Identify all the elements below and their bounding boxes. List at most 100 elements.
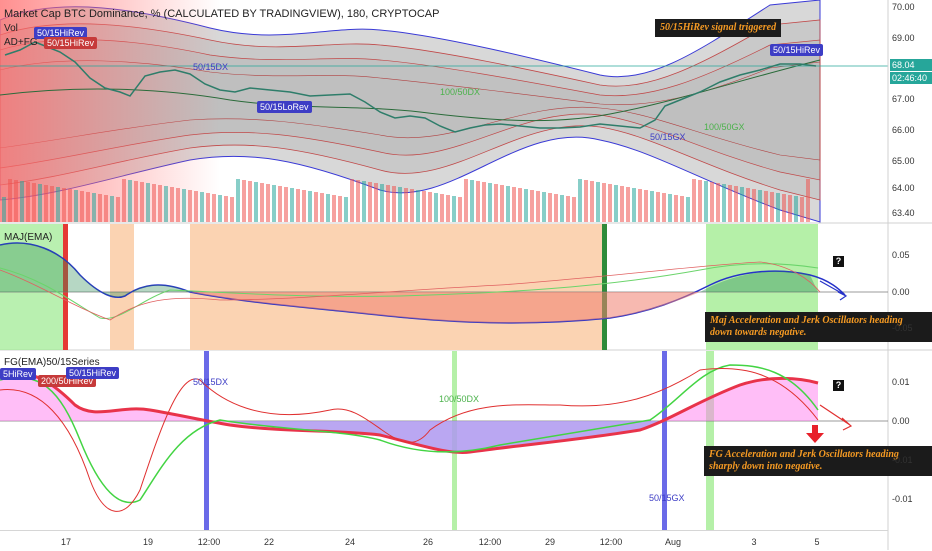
- volume-bar: [572, 197, 576, 222]
- volume-bar: [662, 193, 666, 222]
- volume-bar: [770, 192, 774, 222]
- signal-label[interactable]: 100/50GX: [704, 122, 745, 132]
- volume-bar: [134, 181, 138, 222]
- volume-bar: [98, 194, 102, 222]
- axis-tick: 65.00: [892, 156, 915, 166]
- volume-bar: [416, 190, 420, 222]
- volume-bar: [722, 184, 726, 222]
- axis-tick: 0.00: [892, 287, 910, 297]
- volume-bar: [584, 180, 588, 222]
- volume-bar: [578, 179, 582, 222]
- help-icon[interactable]: ?: [833, 380, 844, 391]
- maj-axis[interactable]: 0.05 0.00 -0.05: [888, 224, 932, 350]
- price-axis[interactable]: 70.00 69.00 67.00 66.00 65.00 64.00 63.4…: [888, 0, 932, 222]
- volume-bar: [386, 185, 390, 222]
- volume-bars: [2, 179, 810, 222]
- volume-bar: [530, 190, 534, 222]
- volume-bar: [404, 188, 408, 222]
- volume-bar: [440, 194, 444, 222]
- volume-bar: [230, 197, 234, 222]
- volume-bar: [116, 197, 120, 222]
- volume-bar: [608, 184, 612, 222]
- axis-tick: 0.01: [892, 377, 910, 387]
- fg-ema-title: FG(EMA)50/15Series: [4, 357, 100, 368]
- volume-bar: [68, 189, 72, 222]
- volume-bar: [620, 186, 624, 222]
- time-tick: 26: [422, 537, 434, 547]
- signal-note: 50/15HiRev signal triggered: [655, 19, 782, 37]
- volume-bar: [482, 182, 486, 222]
- signal-label[interactable]: 50/15HiRev: [34, 27, 88, 39]
- volume-bar: [602, 183, 606, 222]
- volume-bar: [332, 195, 336, 222]
- volume-bar: [692, 179, 696, 222]
- fg-axis[interactable]: 0.01 0.00 -0.01 -0.01: [888, 351, 932, 530]
- signal-label[interactable]: 50/15HiRev: [66, 367, 120, 379]
- volume-bar: [176, 188, 180, 222]
- signal-label[interactable]: 50/15DX: [193, 62, 229, 72]
- volume-bar: [752, 189, 756, 222]
- volume-bar: [422, 191, 426, 222]
- volume-bar: [80, 191, 84, 222]
- signal-label[interactable]: 50/15HiRev: [770, 44, 824, 56]
- volume-bar: [740, 187, 744, 222]
- volume-bar: [410, 189, 414, 222]
- signal-label[interactable]: 50/15LoRev: [257, 101, 312, 113]
- volume-bar: [56, 187, 60, 222]
- volume-bar: [758, 190, 762, 222]
- volume-bar: [212, 194, 216, 222]
- volume-bar: [794, 196, 798, 222]
- volume-bar: [536, 191, 540, 222]
- volume-bar: [650, 191, 654, 222]
- volume-bar: [194, 191, 198, 222]
- volume-bar: [500, 185, 504, 222]
- volume-bar: [698, 180, 702, 222]
- volume-bar: [74, 190, 78, 222]
- volume-bar: [326, 194, 330, 222]
- signal-label[interactable]: 50/15DX: [193, 377, 229, 387]
- volume-bar: [734, 186, 738, 222]
- signal-label[interactable]: 50/15HiRev: [44, 37, 98, 49]
- volume-bar: [704, 181, 708, 222]
- signal-label[interactable]: 100/50DX: [440, 87, 481, 97]
- volume-bar: [50, 186, 54, 222]
- volume-bar: [428, 192, 432, 222]
- volume-bar: [314, 192, 318, 222]
- help-icon[interactable]: ?: [833, 256, 844, 267]
- volume-bar: [362, 181, 366, 222]
- signal-label[interactable]: 5HiRev: [0, 368, 36, 380]
- volume-bar: [656, 192, 660, 222]
- volume-bar: [146, 183, 150, 222]
- volume-label: Vol: [4, 23, 18, 34]
- volume-bar: [110, 196, 114, 222]
- volume-bar: [764, 191, 768, 222]
- volume-bar: [668, 194, 672, 222]
- volume-bar: [368, 182, 372, 222]
- time-axis[interactable]: 17 19 12:00 22 24 26 12:00 29 12:00 Aug …: [0, 530, 888, 551]
- signal-label[interactable]: 50/15GX: [649, 493, 685, 503]
- volume-bar: [686, 197, 690, 222]
- time-tick: 12:00: [478, 537, 502, 547]
- volume-bar: [338, 196, 342, 222]
- volume-bar: [746, 188, 750, 222]
- volume-bar: [350, 179, 354, 222]
- volume-bar: [626, 187, 630, 222]
- volume-bar: [782, 194, 786, 222]
- volume-bar: [488, 183, 492, 222]
- volume-bar: [38, 184, 42, 222]
- volume-bar: [2, 197, 6, 222]
- volume-bar: [776, 193, 780, 222]
- volume-bar: [62, 188, 66, 222]
- volume-bar: [632, 188, 636, 222]
- signal-label[interactable]: 50/15GX: [650, 132, 686, 142]
- volume-bar: [356, 180, 360, 222]
- signal-label[interactable]: 100/50DX: [439, 394, 480, 404]
- volume-bar: [206, 193, 210, 222]
- volume-bar: [278, 186, 282, 222]
- volume-bar: [296, 189, 300, 222]
- time-tick: 3: [751, 537, 757, 547]
- time-tick: 5: [814, 537, 820, 547]
- volume-bar: [542, 192, 546, 222]
- volume-bar: [254, 182, 258, 222]
